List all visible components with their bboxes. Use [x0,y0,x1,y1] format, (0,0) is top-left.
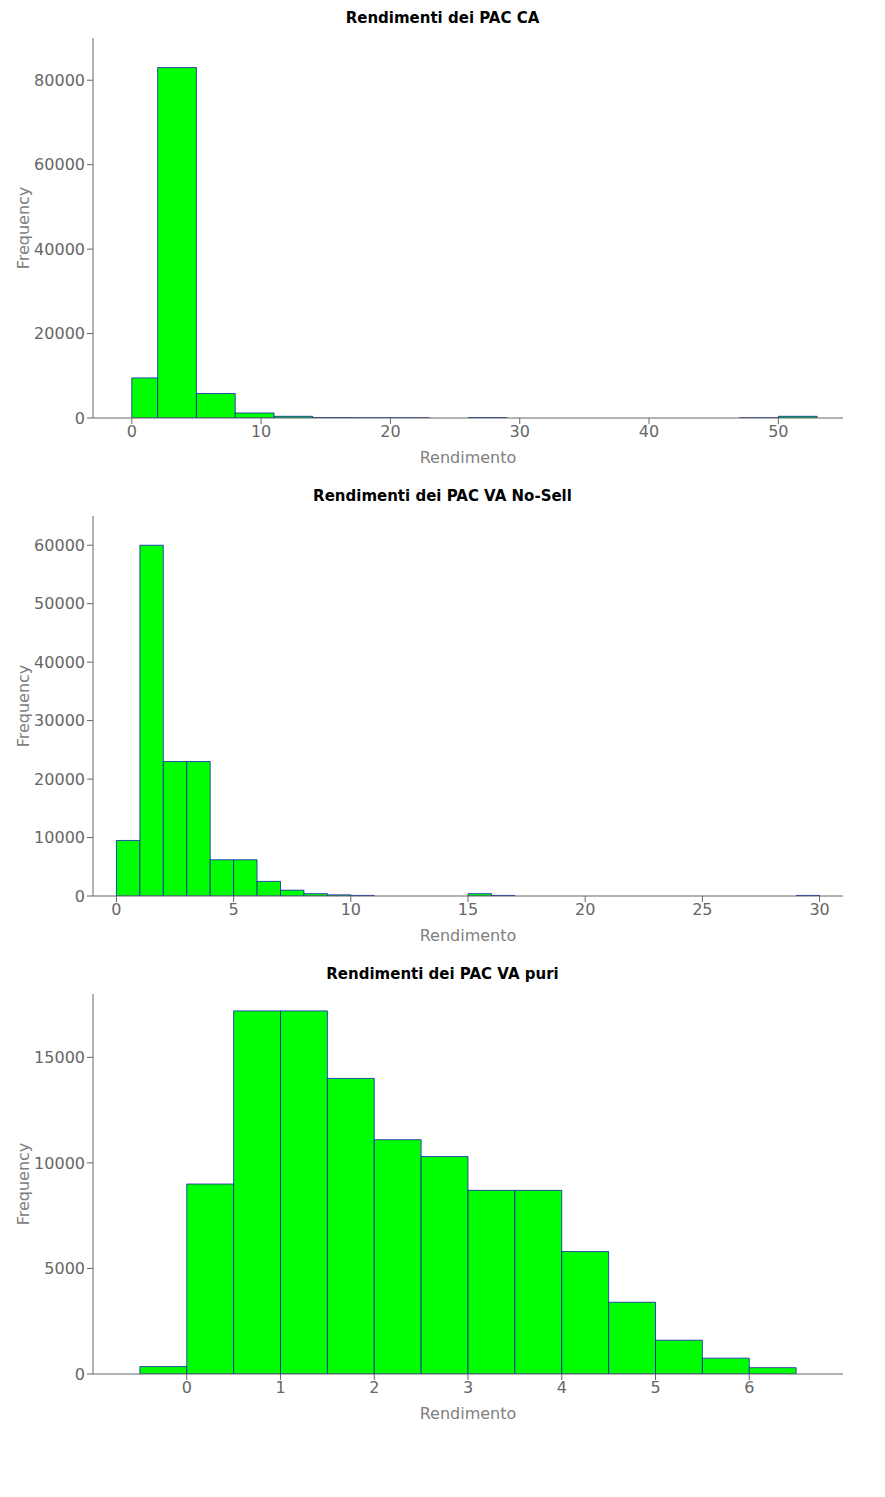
svg-text:40000: 40000 [34,653,85,672]
svg-text:10000: 10000 [34,828,85,847]
svg-text:15000: 15000 [34,1048,85,1067]
svg-text:25: 25 [692,900,712,919]
svg-text:Frequency: Frequency [14,187,33,270]
svg-text:2: 2 [369,1378,379,1397]
svg-text:Rendimento: Rendimento [420,926,517,945]
svg-text:1: 1 [275,1378,285,1397]
svg-text:0: 0 [111,900,121,919]
svg-text:0: 0 [75,409,85,428]
svg-text:30: 30 [510,422,530,441]
svg-text:Frequency: Frequency [14,665,33,748]
svg-text:30: 30 [809,900,829,919]
svg-text:10: 10 [251,422,271,441]
svg-text:20: 20 [575,900,595,919]
svg-text:Rendimento: Rendimento [420,1404,517,1423]
svg-text:5: 5 [229,900,239,919]
svg-text:0: 0 [127,422,137,441]
svg-text:4: 4 [557,1378,567,1397]
svg-text:5: 5 [650,1378,660,1397]
svg-text:80000: 80000 [34,71,85,90]
svg-text:15: 15 [458,900,478,919]
svg-text:0: 0 [75,1365,85,1384]
svg-text:60000: 60000 [34,155,85,174]
svg-text:50000: 50000 [34,594,85,613]
svg-text:30000: 30000 [34,711,85,730]
svg-text:40: 40 [639,422,659,441]
svg-text:40000: 40000 [34,240,85,259]
svg-text:10: 10 [341,900,361,919]
svg-text:0: 0 [75,887,85,906]
html-text:Rendimenti dei PAC VA No-Sell: Rendimenti dei PAC VA No-Sell [313,487,572,505]
svg-text:20000: 20000 [34,770,85,789]
svg-text:Rendimento: Rendimento [420,448,517,467]
svg-text:Frequency: Frequency [14,1143,33,1226]
svg-text:60000: 60000 [34,536,85,555]
svg-text:0: 0 [182,1378,192,1397]
svg-text:20000: 20000 [34,324,85,343]
html-text:Rendimenti dei PAC VA puri: Rendimenti dei PAC VA puri [326,965,559,983]
svg-text:10000: 10000 [34,1154,85,1173]
svg-text:20: 20 [380,422,400,441]
svg-text:3: 3 [463,1378,473,1397]
html-text:Rendimenti dei PAC CA: Rendimenti dei PAC CA [345,9,540,27]
svg-text:5000: 5000 [44,1259,85,1278]
svg-text:50: 50 [768,422,788,441]
svg-text:6: 6 [744,1378,754,1397]
